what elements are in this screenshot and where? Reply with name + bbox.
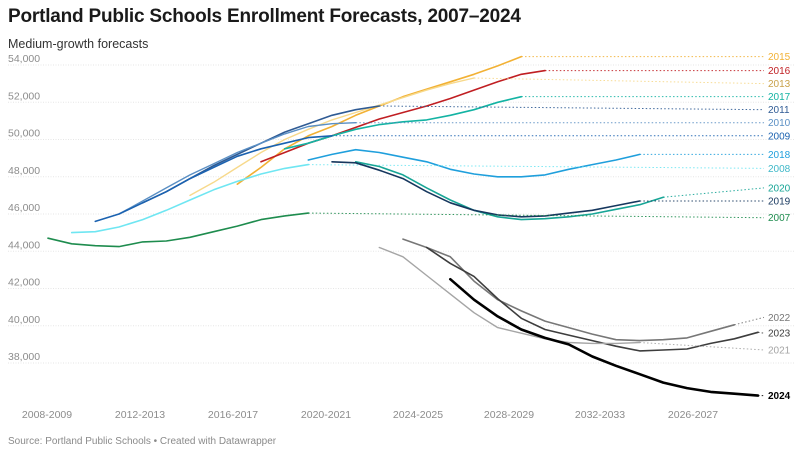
x-tick-label: 2024-2025: [393, 409, 443, 421]
series-line-2009: [94, 135, 333, 223]
series-line-2008: [70, 163, 310, 234]
series-label-2017: 2017: [768, 92, 791, 103]
series-line-2013: [189, 77, 475, 197]
series-line-2007: [47, 212, 310, 248]
series-line-2020: [354, 161, 665, 221]
series-connector-2021: [639, 342, 765, 351]
chart-subtitle: Medium-growth forecasts: [8, 37, 149, 51]
series-label-2007: 2007: [768, 213, 791, 224]
series-label-2021: 2021: [768, 345, 791, 356]
series-label-2011: 2011: [768, 105, 790, 116]
y-tick-label: 52,000: [8, 90, 40, 102]
series-line-2010: [118, 122, 357, 215]
series-label-2024: 2024: [768, 391, 791, 402]
y-tick-label: 46,000: [8, 202, 40, 214]
y-tick-label: 48,000: [8, 165, 40, 177]
series-connector-2020: [663, 187, 765, 198]
x-tick-label: 2028-2029: [484, 409, 534, 421]
x-tick-label: 2020-2021: [301, 409, 351, 421]
series-line-2024: [449, 277, 760, 397]
series-label-2015: 2015: [768, 52, 791, 63]
series-line-2018: [307, 148, 641, 178]
y-tick-label: 42,000: [8, 277, 40, 289]
series-label-2010: 2010: [768, 118, 791, 129]
series-label-2018: 2018: [768, 150, 791, 161]
series-label-2016: 2016: [768, 66, 791, 77]
series-label-2022: 2022: [768, 313, 791, 324]
series-label-2008: 2008: [768, 164, 791, 175]
x-tick-label: 2012-2013: [115, 409, 165, 421]
series-label-2023: 2023: [768, 329, 791, 340]
series-connector-2022: [734, 316, 765, 326]
chart-title: Portland Public Schools Enrollment Forec…: [8, 6, 521, 27]
series-connector-2011: [379, 105, 765, 111]
y-tick-label: 50,000: [8, 128, 40, 140]
series-label-2009: 2009: [768, 131, 791, 142]
x-tick-label: 2008-2009: [22, 409, 72, 421]
y-tick-label: 44,000: [8, 239, 40, 251]
series-label-2013: 2013: [768, 79, 791, 90]
series-label-2020: 2020: [768, 183, 791, 194]
series-line-2021: [378, 246, 641, 345]
x-tick-label: 2032-2033: [575, 409, 625, 421]
series-line-2017: [283, 95, 523, 150]
y-tick-label: 54,000: [8, 53, 40, 65]
series-label-2019: 2019: [768, 196, 791, 207]
x-tick-label: 2016-2017: [208, 409, 258, 421]
series-connector-2013: [473, 77, 765, 85]
y-tick-label: 38,000: [8, 351, 40, 363]
series-line-2019: [331, 161, 641, 218]
series-connector-2023: [757, 331, 765, 334]
series-line-2016: [260, 69, 546, 163]
y-tick-label: 40,000: [8, 314, 40, 326]
series-line-2022: [402, 238, 736, 342]
source-note: Source: Portland Public Schools • Create…: [8, 436, 277, 447]
series-line-2023: [425, 246, 759, 352]
x-tick-label: 2026-2027: [668, 409, 718, 421]
